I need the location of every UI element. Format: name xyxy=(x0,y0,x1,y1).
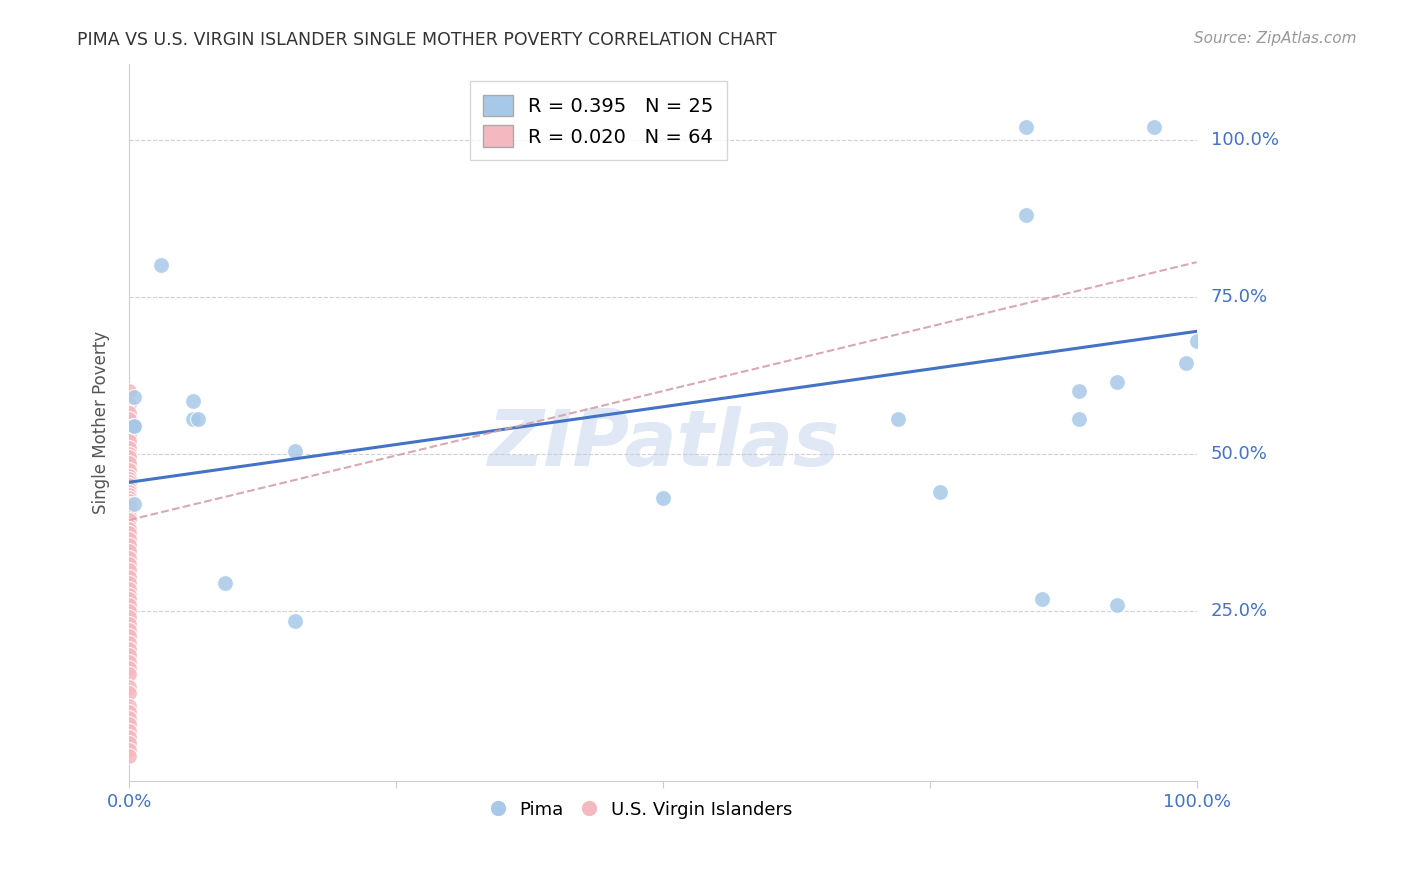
Point xyxy=(118,538,141,552)
Point xyxy=(886,412,908,426)
Y-axis label: Single Mother Poverty: Single Mother Poverty xyxy=(93,331,110,514)
Point xyxy=(118,569,141,583)
Point xyxy=(1185,334,1208,348)
Point xyxy=(1015,120,1038,134)
Point xyxy=(118,604,141,618)
Text: ZIPatlas: ZIPatlas xyxy=(486,406,839,482)
Point xyxy=(118,610,141,624)
Point xyxy=(118,478,141,492)
Point xyxy=(181,412,204,426)
Point xyxy=(118,550,141,565)
Point xyxy=(118,680,141,694)
Text: Source: ZipAtlas.com: Source: ZipAtlas.com xyxy=(1194,31,1357,46)
Text: 25.0%: 25.0% xyxy=(1211,602,1268,620)
Point xyxy=(118,509,141,524)
Point xyxy=(118,422,141,436)
Point xyxy=(118,686,141,700)
Point xyxy=(118,447,141,461)
Point xyxy=(1069,412,1091,426)
Point xyxy=(118,629,141,643)
Point xyxy=(118,698,141,713)
Point xyxy=(118,463,141,477)
Point xyxy=(118,661,141,675)
Point xyxy=(118,736,141,750)
Point xyxy=(118,591,141,606)
Point xyxy=(118,589,141,603)
Point xyxy=(118,544,141,558)
Point xyxy=(1015,208,1038,222)
Point xyxy=(118,397,141,411)
Point xyxy=(283,614,305,628)
Point xyxy=(1105,598,1128,612)
Point xyxy=(118,623,141,637)
Point xyxy=(124,418,146,433)
Point xyxy=(118,532,141,546)
Point xyxy=(1069,384,1091,398)
Point xyxy=(118,500,141,515)
Point xyxy=(118,484,141,499)
Point xyxy=(214,575,236,590)
Text: 100.0%: 100.0% xyxy=(1211,130,1278,149)
Point xyxy=(118,742,141,756)
Text: 50.0%: 50.0% xyxy=(1211,445,1267,463)
Point xyxy=(118,730,141,744)
Point xyxy=(283,443,305,458)
Point xyxy=(1143,120,1166,134)
Point xyxy=(118,472,141,486)
Point xyxy=(929,484,952,499)
Point xyxy=(124,390,146,404)
Point xyxy=(118,519,141,533)
Point xyxy=(187,412,209,426)
Point xyxy=(118,441,141,455)
Point xyxy=(118,616,141,631)
Point xyxy=(118,503,141,517)
Point xyxy=(118,598,141,612)
Point xyxy=(118,428,141,442)
Point xyxy=(118,648,141,663)
Point xyxy=(118,497,141,511)
Point xyxy=(118,523,141,537)
Point xyxy=(651,491,673,505)
Point xyxy=(124,418,146,433)
Point xyxy=(1105,375,1128,389)
Point xyxy=(1031,591,1053,606)
Point xyxy=(118,711,141,725)
Point xyxy=(118,406,141,420)
Point xyxy=(118,482,141,496)
Point xyxy=(118,748,141,763)
Point xyxy=(124,418,146,433)
Point xyxy=(118,450,141,464)
Point xyxy=(118,491,141,505)
Point xyxy=(118,575,141,590)
Point xyxy=(118,384,141,398)
Text: PIMA VS U.S. VIRGIN ISLANDER SINGLE MOTHER POVERTY CORRELATION CHART: PIMA VS U.S. VIRGIN ISLANDER SINGLE MOTH… xyxy=(77,31,778,49)
Point xyxy=(118,488,141,502)
Point xyxy=(181,393,204,408)
Point xyxy=(118,475,141,490)
Point xyxy=(118,434,141,449)
Point xyxy=(118,667,141,681)
Legend: Pima, U.S. Virgin Islanders: Pima, U.S. Virgin Islanders xyxy=(484,793,800,826)
Point xyxy=(118,705,141,719)
Point xyxy=(118,723,141,738)
Text: 75.0%: 75.0% xyxy=(1211,288,1268,306)
Point xyxy=(118,457,141,471)
Point xyxy=(118,507,141,521)
Point xyxy=(118,525,141,540)
Point xyxy=(118,412,141,426)
Point xyxy=(118,557,141,571)
Point xyxy=(1174,356,1197,370)
Point xyxy=(118,494,141,508)
Point xyxy=(118,717,141,731)
Point xyxy=(118,582,141,597)
Point xyxy=(118,513,141,527)
Point xyxy=(118,469,141,483)
Point xyxy=(150,258,173,272)
Point xyxy=(124,497,146,511)
Point xyxy=(118,655,141,669)
Point xyxy=(118,563,141,577)
Point xyxy=(118,635,141,649)
Point xyxy=(118,641,141,656)
